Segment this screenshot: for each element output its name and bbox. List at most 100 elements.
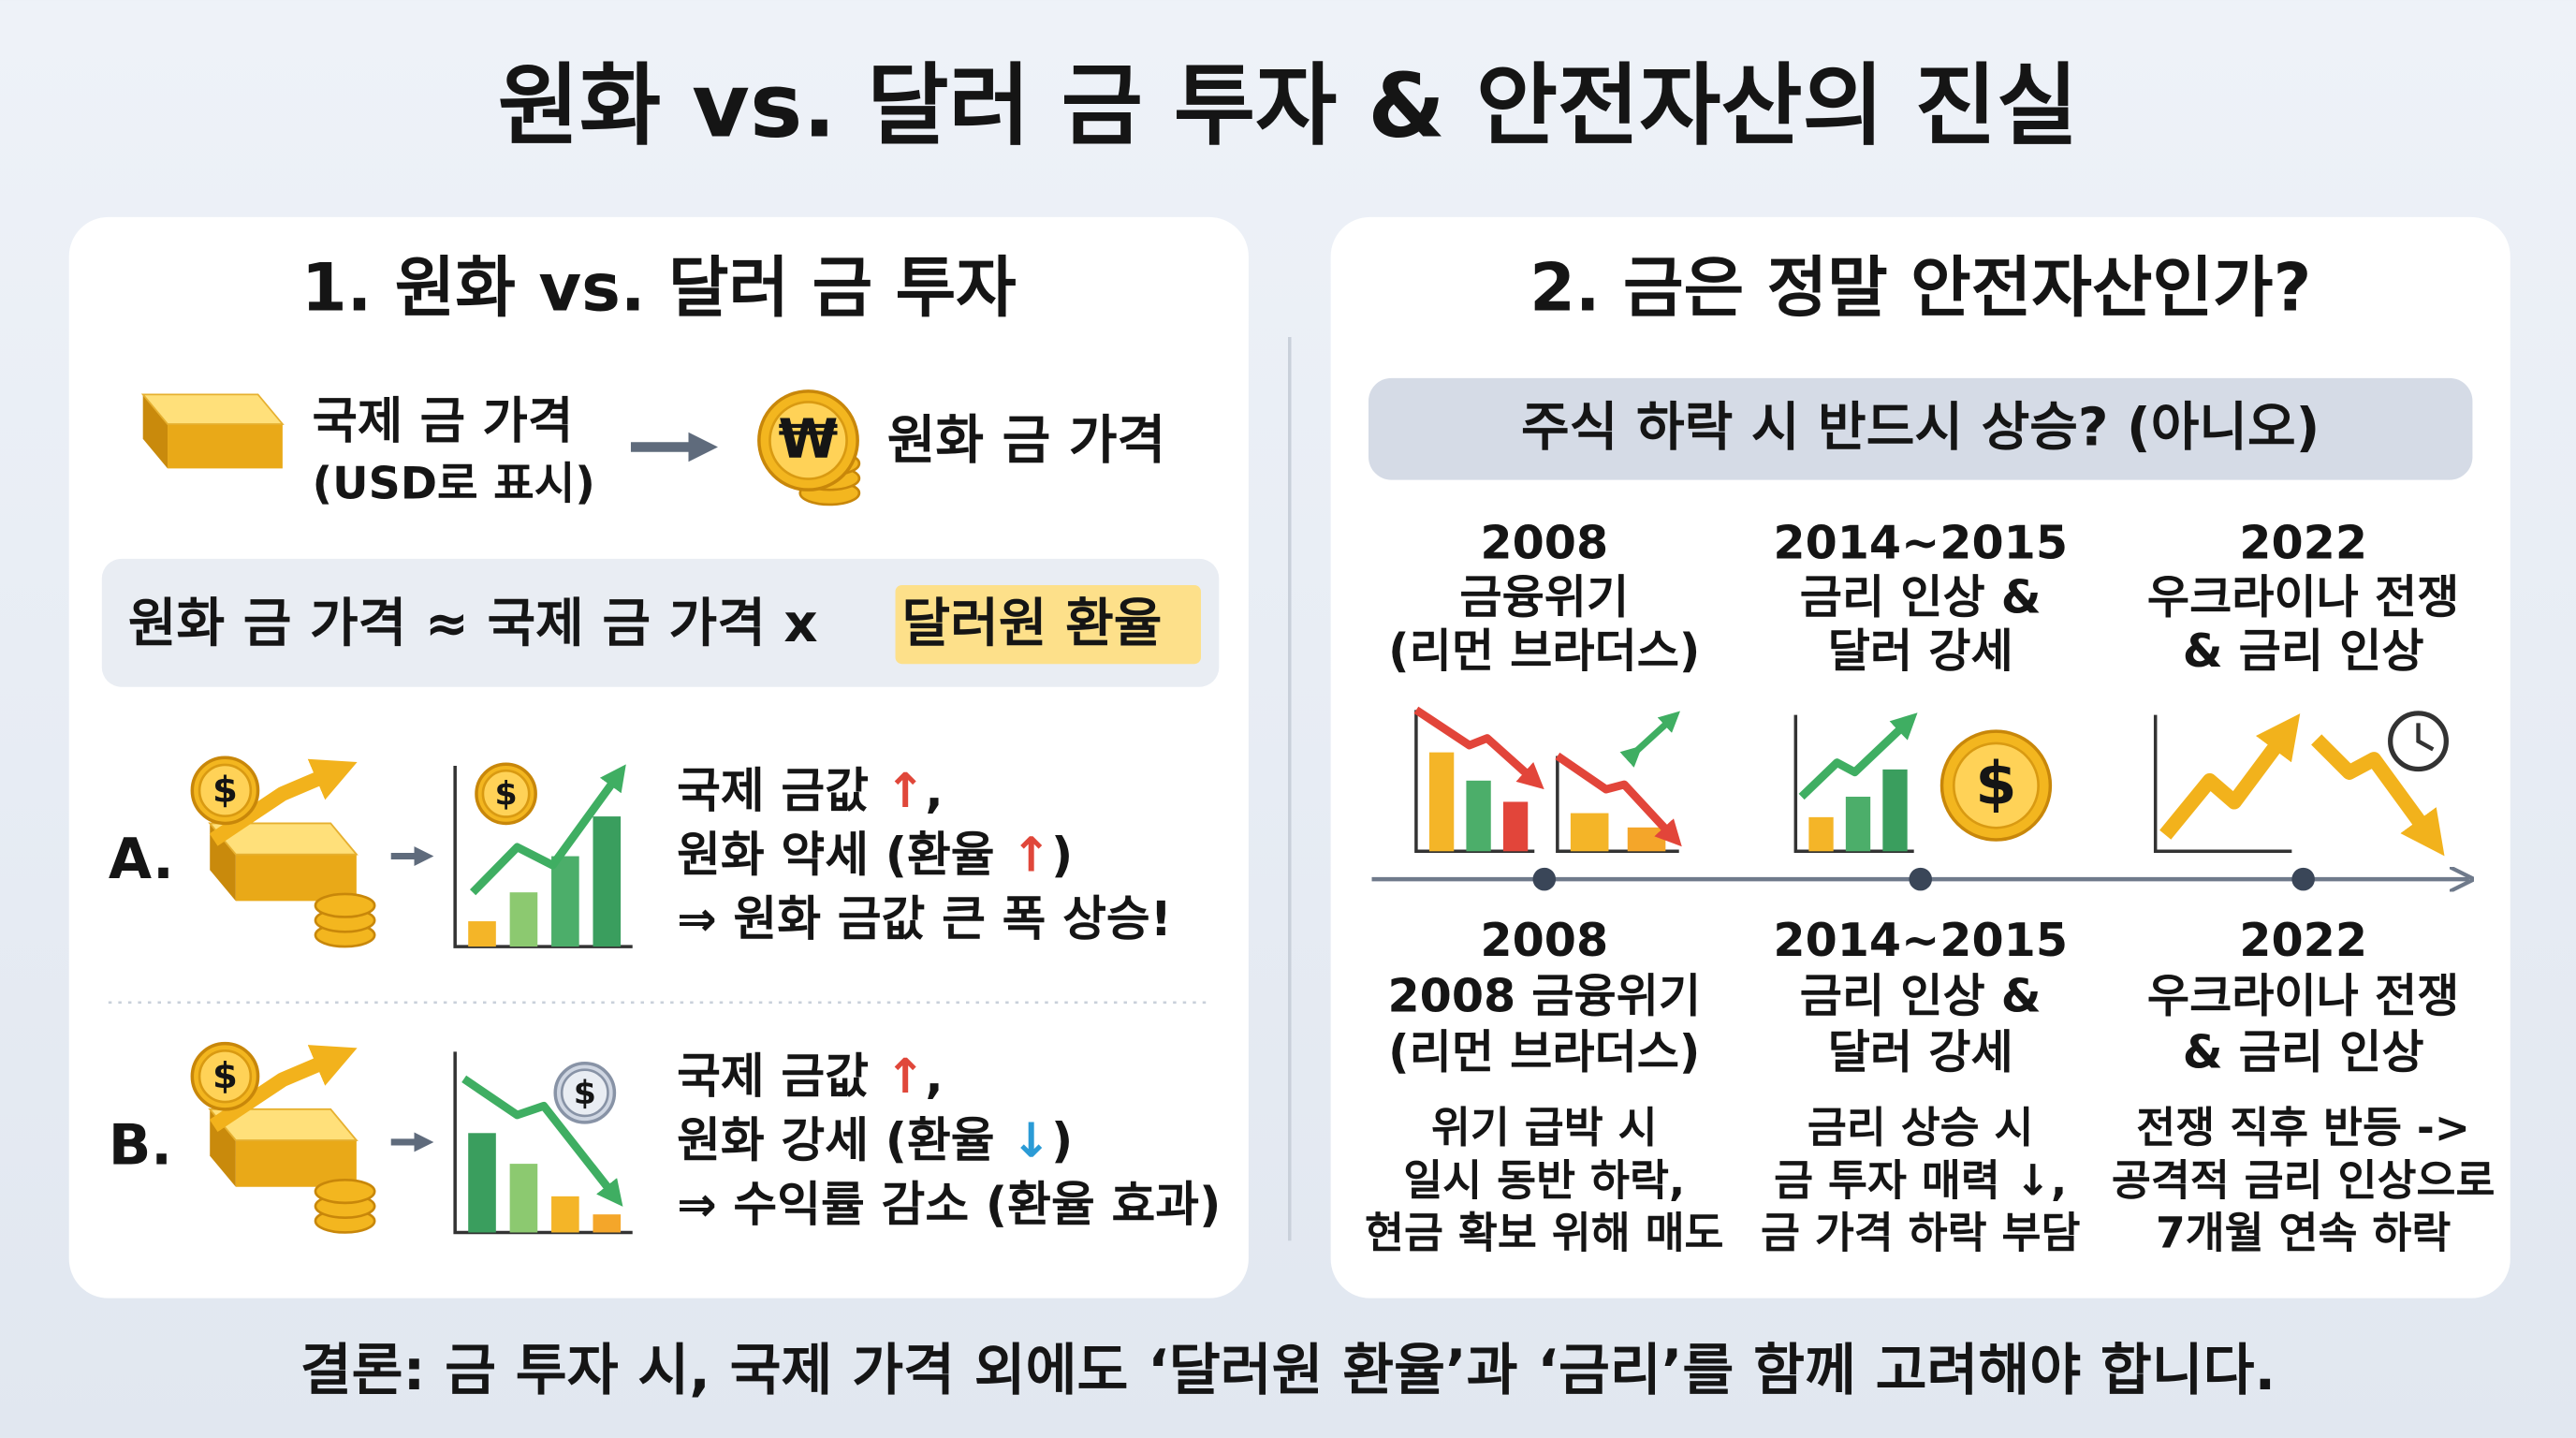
case-line: 원화 약세 (환율 ↑) (677, 828, 1073, 883)
chart-line (469, 764, 626, 896)
coin: $ (475, 762, 537, 826)
case-text: 국제 금값 (677, 764, 886, 819)
case-icons: $ $ (190, 1041, 633, 1235)
chart-bar (1570, 813, 1609, 852)
event-top: 2008 (1480, 515, 1608, 569)
bar-top (140, 393, 285, 425)
coin-symbol: ₩ (779, 406, 839, 470)
chart-bar (551, 1196, 579, 1233)
chart-bar (509, 1164, 538, 1233)
event-description: 금 투자 매력 ↓, (1774, 1155, 2067, 1205)
coin-face (560, 1068, 609, 1118)
right-panel (1330, 216, 2510, 1299)
bar-top (208, 1108, 359, 1141)
event-description: 일시 동반 하락, (1403, 1155, 1685, 1205)
flow-from-note: (USD로 표시) (312, 459, 594, 510)
gold-bar (208, 1108, 359, 1187)
case-text: ↑ (886, 764, 926, 819)
trend-arrow (2311, 734, 2445, 857)
flow-icons: ₩ (140, 389, 861, 506)
event-bottom: 금리 인상 & (1800, 969, 2042, 1023)
formula-highlight (895, 584, 1201, 665)
coin: ₩ (757, 389, 859, 492)
left-panel (68, 216, 1249, 1299)
case-line: 국제 금값 ↑, (677, 764, 944, 819)
left-heading: 1. 원화 vs. 달러 금 투자 (301, 250, 1017, 327)
coin-symbol: $ (574, 1075, 596, 1112)
coin-stack (314, 892, 376, 918)
event-bottom: (리먼 브라더스) (1388, 1024, 1700, 1078)
chart-bar (468, 1133, 496, 1233)
event-top: 금융위기 (1459, 569, 1629, 624)
question-box (1368, 377, 2473, 480)
coin-face (768, 401, 848, 480)
event-description: 금 가격 하락 부담 (1761, 1208, 2081, 1257)
chart-bar (468, 921, 496, 947)
event-top: 달러 강세 (1828, 624, 2013, 678)
bar-top (208, 822, 359, 856)
event-bottom: 달러 강세 (1828, 1024, 2013, 1078)
case-text: 원화 강세 (환율 (677, 1114, 1011, 1169)
flow-from: 국제 금 가격 (312, 393, 573, 450)
chart-bar (1428, 752, 1455, 852)
chart-bar (551, 856, 579, 947)
mini-chart (453, 1051, 633, 1235)
bar-side (142, 394, 168, 469)
coin-face (198, 763, 253, 818)
mini-chart (453, 764, 633, 948)
timeline-icons: $ (1413, 706, 2449, 857)
case-text: , (925, 1049, 943, 1105)
case-line: ⇒ 원화 금값 큰 폭 상승! (677, 892, 1172, 947)
chart-bar (1882, 769, 1908, 852)
case-letter: B. (109, 1114, 172, 1179)
case-text: ↑ (1011, 828, 1051, 883)
case-text: 원화 약세 (환율 (677, 828, 1011, 883)
chart-bar (1627, 827, 1666, 852)
bar-front (235, 854, 357, 902)
flow-to: 원화 금 가격 (887, 411, 1165, 472)
coin-face (1952, 741, 2040, 829)
event-description: 공격적 금리 인상으로 (2112, 1155, 2496, 1205)
coin: $ (553, 1061, 617, 1124)
event-bottom: 2008 금융위기 (1387, 969, 1701, 1023)
chart-axis (2153, 714, 2292, 854)
case-text: , (925, 764, 943, 819)
event-top: 우크라이나 전쟁 (2147, 569, 2459, 624)
event-top: 금리 인상 & (1800, 569, 2042, 624)
case-line: 국제 금값 ↑, (677, 1049, 944, 1105)
coin-symbol: $ (1975, 749, 2016, 818)
case-line: ⇒ 수익률 감소 (환율 효과) (677, 1178, 1221, 1233)
event-description: 전쟁 직후 반등 -> (2136, 1103, 2470, 1152)
chart-axis (1793, 714, 1914, 854)
chart-line (1555, 752, 1682, 847)
coin-symbol: $ (212, 1055, 238, 1097)
chart-line (1798, 712, 1918, 800)
mini-chart (1555, 752, 1682, 854)
event-top: 2022 (2239, 515, 2367, 569)
chart-line (1413, 706, 1544, 790)
event-bottom: 2014~2015 (1773, 913, 2068, 967)
coin: $ (190, 756, 260, 826)
coin-stack (314, 1178, 376, 1205)
trend-arrow (209, 758, 358, 846)
case-text: 국제 금값 (677, 1049, 886, 1105)
chart-bar (1466, 780, 1491, 852)
trend-arrow (2159, 713, 2301, 840)
coin: $ (1939, 729, 2053, 842)
event-top: 2014~2015 (1773, 515, 2068, 569)
chart-bar (509, 892, 538, 947)
chart-bar (1808, 816, 1834, 852)
bar-front (235, 1140, 357, 1187)
event-description: 현금 확보 위해 매도 (1365, 1208, 1723, 1257)
case-text: ↑ (886, 1049, 926, 1105)
event-bottom: 2008 (1480, 913, 1608, 967)
case-text: ) (1051, 828, 1073, 883)
coin-symbol: $ (212, 770, 238, 812)
coin-face (481, 769, 531, 818)
event-description: 금리 상승 시 (1808, 1103, 2034, 1152)
case-text: ⇒ 수익률 감소 (환율 효과) (677, 1178, 1221, 1233)
case-line: 원화 강세 (환율 ↓) (677, 1114, 1073, 1169)
conclusion: 결론: 금 투자 시, 국제 가격 외에도 ‘달러원 환율’과 ‘금리’를 함께… (300, 1339, 2276, 1403)
case-text: ↓ (1011, 1114, 1051, 1169)
